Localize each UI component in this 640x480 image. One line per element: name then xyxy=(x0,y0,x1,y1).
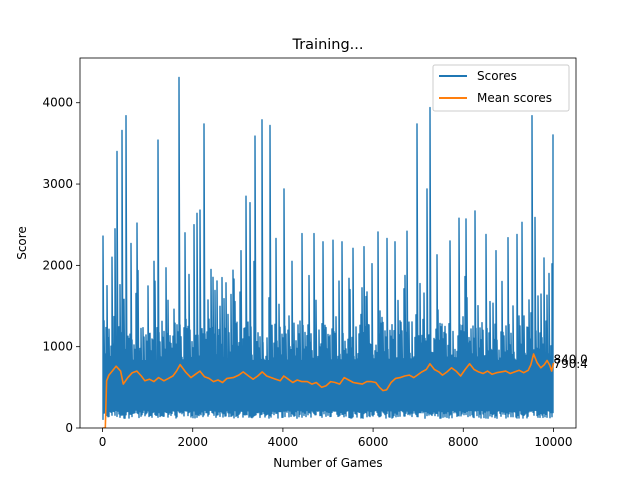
x-tick-label: 8000 xyxy=(448,435,479,449)
mean-scores-series xyxy=(102,353,555,428)
legend: Scores Mean scores xyxy=(432,64,570,112)
x-tick-label: 10000 xyxy=(534,435,572,449)
y-axis: 0 1000 2000 3000 4000 xyxy=(42,96,80,435)
legend-label-mean-scores: Mean scores xyxy=(477,91,552,105)
y-tick-label: 1000 xyxy=(42,340,73,354)
x-axis-label: Number of Games xyxy=(273,456,382,470)
legend-label-scores: Scores xyxy=(477,69,517,83)
plot-frame xyxy=(79,57,577,429)
end-value-annotation: 790.4 xyxy=(553,357,587,371)
y-tick-label: 3000 xyxy=(42,177,73,191)
x-tick-label: 4000 xyxy=(268,435,299,449)
y-axis-label: Score xyxy=(15,226,29,260)
y-tick-label: 2000 xyxy=(42,258,73,272)
scores-line xyxy=(102,76,554,420)
x-axis: 0 2000 4000 6000 8000 10000 xyxy=(99,428,573,449)
scores-series xyxy=(102,76,554,420)
end-value-annotation: 840.0 xyxy=(553,353,587,367)
y-tick-label: 4000 xyxy=(42,96,73,110)
x-tick-label: 0 xyxy=(99,435,107,449)
chart-title: Training... xyxy=(291,37,363,53)
x-tick-label: 6000 xyxy=(358,435,389,449)
y-tick-label: 0 xyxy=(65,421,73,435)
mean-scores-line xyxy=(102,353,555,428)
plot-area xyxy=(102,76,555,428)
x-tick-label: 2000 xyxy=(177,435,208,449)
